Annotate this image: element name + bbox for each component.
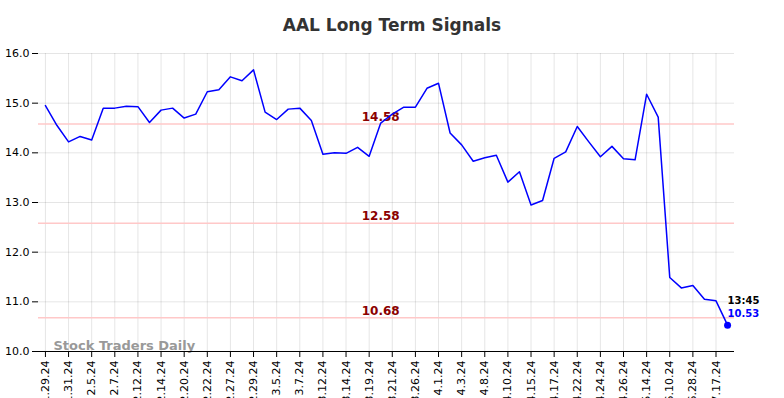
svg-text:4.8.24: 4.8.24 — [478, 361, 491, 396]
svg-text:3.26.24: 3.26.24 — [409, 361, 422, 398]
svg-text:4.3.24: 4.3.24 — [455, 361, 468, 396]
svg-text:2.12.24: 2.12.24 — [131, 361, 144, 398]
svg-text:4.1.24: 4.1.24 — [432, 361, 445, 396]
svg-text:3.14.24: 3.14.24 — [340, 361, 353, 398]
svg-text:6.10.24: 6.10.24 — [663, 361, 676, 398]
svg-text:3.21.24: 3.21.24 — [386, 361, 399, 398]
svg-text:2.22.24: 2.22.24 — [201, 361, 214, 398]
svg-text:3.19.24: 3.19.24 — [363, 361, 376, 398]
svg-text:Stock Traders Daily: Stock Traders Daily — [54, 338, 196, 353]
svg-text:2.7.24: 2.7.24 — [108, 361, 121, 396]
svg-text:10.0: 10.0 — [5, 345, 30, 358]
svg-text:4.10.24: 4.10.24 — [501, 361, 514, 398]
svg-text:14.58: 14.58 — [362, 110, 400, 124]
svg-text:2.29.24: 2.29.24 — [247, 361, 260, 398]
svg-text:13.0: 13.0 — [5, 196, 30, 209]
svg-text:2.27.24: 2.27.24 — [224, 361, 237, 398]
svg-text:4.26.24: 4.26.24 — [617, 361, 630, 398]
svg-text:11.0: 11.0 — [5, 295, 30, 308]
svg-text:6.28.24: 6.28.24 — [686, 361, 699, 398]
svg-text:16.0: 16.0 — [5, 47, 30, 60]
svg-text:2.14.24: 2.14.24 — [155, 361, 168, 398]
svg-text:13:45: 13:45 — [728, 295, 760, 306]
svg-text:15.0: 15.0 — [5, 97, 30, 110]
svg-text:4.24.24: 4.24.24 — [594, 361, 607, 398]
svg-text:12.58: 12.58 — [362, 209, 400, 223]
svg-text:4.22.24: 4.22.24 — [571, 361, 584, 398]
svg-text:7.17.24: 7.17.24 — [710, 361, 723, 398]
svg-text:1.29.24: 1.29.24 — [39, 361, 52, 398]
svg-text:10.53: 10.53 — [728, 308, 760, 319]
svg-text:3.5.24: 3.5.24 — [270, 361, 283, 396]
html-text:AAL Long Term Signals: AAL Long Term Signals — [282, 15, 502, 35]
svg-text:4.17.24: 4.17.24 — [548, 361, 561, 398]
svg-text:1.31.24: 1.31.24 — [62, 361, 75, 398]
svg-text:10.68: 10.68 — [362, 304, 400, 318]
svg-text:12.0: 12.0 — [5, 246, 30, 259]
svg-text:4.15.24: 4.15.24 — [525, 361, 538, 398]
svg-text:3.7.24: 3.7.24 — [293, 361, 306, 396]
svg-text:2.5.24: 2.5.24 — [85, 361, 98, 396]
svg-text:5.14.24: 5.14.24 — [640, 361, 653, 398]
svg-text:3.12.24: 3.12.24 — [316, 361, 329, 398]
svg-text:2.20.24: 2.20.24 — [178, 361, 191, 398]
svg-text:14.0: 14.0 — [5, 146, 30, 159]
